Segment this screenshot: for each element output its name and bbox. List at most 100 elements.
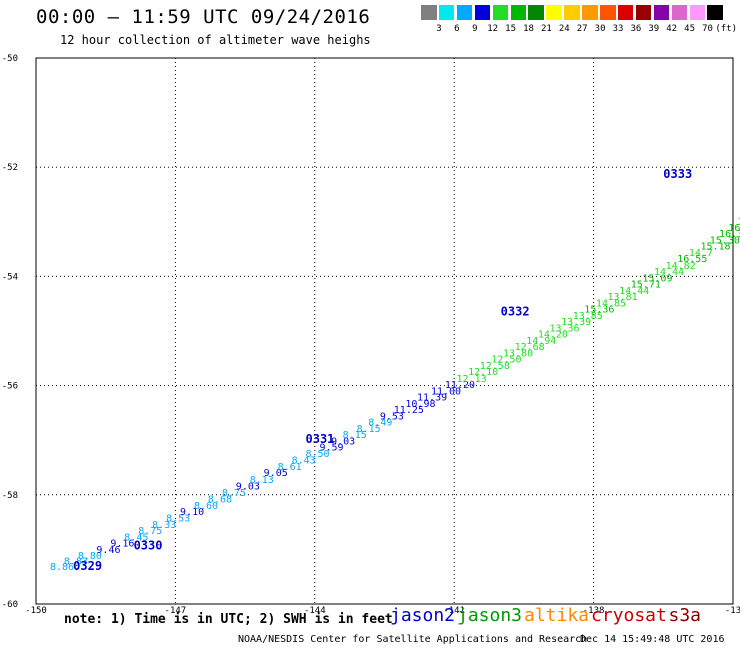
color-scale-label: 27 xyxy=(576,24,588,34)
time-label: 0329 xyxy=(73,559,102,573)
swh-value: 8.50 xyxy=(306,449,330,460)
time-label: 0333 xyxy=(663,167,692,181)
swh-value: 8.75 xyxy=(222,488,246,499)
swh-value: 8.86 xyxy=(50,562,74,573)
color-scale-label: 36 xyxy=(630,24,642,34)
color-scale-label: 18 xyxy=(523,24,534,34)
color-swatch xyxy=(492,5,509,20)
swh-value: 16.56 xyxy=(728,223,740,234)
swh-points: 8.868.838.809.469.168.458.758.338.539.10… xyxy=(50,217,740,574)
swh-value: 15.18 xyxy=(700,242,730,253)
color-swatch xyxy=(546,5,562,20)
y-tick-label: -54 xyxy=(2,272,18,282)
color-swatch xyxy=(689,5,706,20)
swh-value: 9.16 xyxy=(110,539,134,550)
satellite-legend-item: s3a xyxy=(668,605,702,626)
footer-timestamp: Dec 14 15:49:48 UTC 2016 xyxy=(580,634,725,645)
swh-value: 11.00 xyxy=(431,386,461,397)
color-swatch xyxy=(456,5,473,20)
color-swatch xyxy=(421,5,437,20)
swh-value: 17.40 xyxy=(738,217,740,228)
swh-value: 15.30 xyxy=(710,236,740,247)
x-tick-label: -138 xyxy=(583,606,605,616)
color-scale-label: 21 xyxy=(540,24,552,34)
time-label: 0330 xyxy=(134,538,163,552)
swh-value: 8.83 xyxy=(64,557,88,568)
y-tick-label: -58 xyxy=(2,491,18,501)
color-swatch xyxy=(438,5,455,20)
x-tick-label: -13 xyxy=(725,606,740,616)
color-scale-label: 39 xyxy=(648,24,660,34)
swh-value: 9.59 xyxy=(319,443,343,454)
swh-value: 16.55 xyxy=(677,254,707,265)
swh-value: 14.44 xyxy=(654,267,684,278)
swh-value: 8.33 xyxy=(152,520,176,531)
swh-value: 12.50 xyxy=(491,355,521,366)
color-scale-label: 3 xyxy=(436,24,442,34)
swh-value: 11.25 xyxy=(394,405,424,416)
satellite-legend-item: jason2 xyxy=(390,605,456,626)
swh-value: 14.7 xyxy=(689,248,713,259)
color-swatch xyxy=(653,5,670,20)
color-swatch xyxy=(528,5,544,20)
color-swatch xyxy=(582,5,598,20)
x-tick-label: -150 xyxy=(25,606,47,616)
swh-value: 8.15 xyxy=(357,424,381,435)
axis-ticks: -150 -147 -144 -141 -138 -13 -50 -52 -54 -56 -58 -6… xyxy=(2,54,740,616)
time-labels: 0329 0330 0331 0332 0333 xyxy=(73,167,692,573)
units-note: note: 1) Time is in UTC; 2) SWH is in fe… xyxy=(64,612,393,627)
swh-value: 8.68 xyxy=(208,494,232,505)
swh-value: 9.05 xyxy=(264,468,288,479)
swh-value: 13.39 xyxy=(561,317,591,328)
time-label: 0331 xyxy=(306,432,335,446)
swh-value: 8.80 xyxy=(78,551,102,562)
swh-value: 11.39 xyxy=(417,392,447,403)
swh-value: 9.10 xyxy=(180,507,204,518)
color-swatch xyxy=(635,5,652,20)
swh-value: 8.15 xyxy=(343,430,367,441)
swh-value: 9.53 xyxy=(380,411,404,422)
color-scale-label: 42 xyxy=(666,24,678,34)
color-swatch xyxy=(600,5,616,20)
color-scale-label: (ft) xyxy=(715,24,738,34)
swh-value: 14.85 xyxy=(596,298,626,309)
color-swatch xyxy=(671,5,688,20)
swh-value: 12.58 xyxy=(480,361,510,372)
color-scale-label: 15 xyxy=(505,24,517,34)
swh-value: 8.75 xyxy=(138,526,162,537)
swh-value: 12.10 xyxy=(468,367,498,378)
swh-value: 14.94 xyxy=(526,336,556,347)
swh-value: 13.81 xyxy=(608,292,638,303)
swh-value: 8.13 xyxy=(250,475,274,486)
swh-value: 16.32 xyxy=(719,229,740,240)
swh-value: 9.03 xyxy=(236,481,260,492)
y-tick-label: -56 xyxy=(2,382,18,392)
swh-value: 10.98 xyxy=(405,399,435,410)
swh-value: 13.85 xyxy=(573,311,603,322)
swh-value: 14.44 xyxy=(619,286,649,297)
y-tick-label: -52 xyxy=(2,163,18,173)
swh-value: 8.61 xyxy=(278,462,302,473)
swh-value: 14.82 xyxy=(666,261,696,272)
x-tick-label: -141 xyxy=(443,606,465,616)
swh-value: 15.36 xyxy=(584,304,614,315)
swh-value: 8.45 xyxy=(124,533,148,544)
color-scale-label: 45 xyxy=(684,24,696,34)
y-tick-label: -60 xyxy=(2,600,18,610)
grid-lines xyxy=(36,58,733,604)
color-scale-label: 9 xyxy=(472,24,478,34)
footer-credit: NOAA/NESDIS Center for Satellite Applica… xyxy=(238,634,588,645)
swh-value: 9.03 xyxy=(331,437,355,448)
color-scale-label: 24 xyxy=(558,24,570,34)
swh-value: 13.80 xyxy=(503,349,533,360)
swh-value: 8.53 xyxy=(166,514,190,525)
satellite-legend-item: cryosat xyxy=(591,605,667,626)
color-swatch xyxy=(617,5,634,20)
chart-subtitle: 12 hour collection of altimeter wave hei… xyxy=(60,33,371,47)
color-swatch xyxy=(564,5,580,20)
color-swatch xyxy=(510,5,527,20)
swh-value: 12.13 xyxy=(457,374,487,385)
color-swatch xyxy=(474,5,491,20)
satellite-legend-item: altika xyxy=(524,605,590,626)
